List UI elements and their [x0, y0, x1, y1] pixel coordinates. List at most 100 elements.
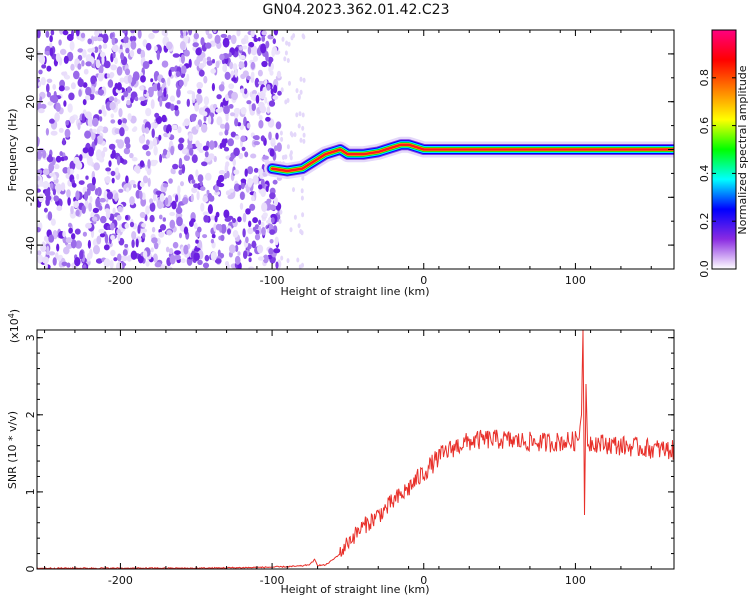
- noise-speckle: [113, 97, 118, 103]
- noise-speckle: [108, 73, 114, 79]
- noise-speckle: [62, 30, 69, 36]
- noise-speckle: [223, 105, 230, 115]
- noise-speckle: [165, 127, 170, 134]
- noise-speckle: [248, 266, 255, 269]
- noise-speckle: [204, 254, 210, 262]
- noise-speckle: [218, 170, 225, 175]
- noise-speckle: [242, 228, 246, 238]
- noise-speckle: [161, 60, 169, 68]
- noise-speckle: [149, 214, 155, 223]
- x-tick-label: 100: [565, 574, 586, 587]
- noise-speckle: [232, 218, 236, 223]
- noise-speckle: [114, 193, 119, 202]
- noise-speckle: [246, 75, 251, 80]
- noise-speckle: [77, 78, 84, 87]
- noise-speckle: [194, 59, 201, 67]
- noise-speckle: [73, 70, 80, 80]
- noise-speckle: [122, 249, 128, 256]
- noise-speckle: [141, 123, 146, 134]
- noise-speckle: [126, 99, 131, 106]
- noise-speckle: [152, 137, 158, 147]
- noise-speckle: [246, 100, 252, 105]
- noise-speckle: [262, 212, 268, 218]
- noise-speckle: [95, 59, 101, 69]
- x-tick-label: 0: [420, 274, 427, 287]
- noise-speckle: [286, 58, 290, 63]
- noise-speckle: [299, 76, 303, 82]
- noise-speckle: [111, 177, 115, 184]
- noise-speckle: [69, 160, 76, 171]
- noise-speckle: [226, 263, 230, 269]
- noise-speckle: [59, 151, 63, 157]
- noise-speckle: [100, 215, 107, 224]
- noise-speckle: [111, 149, 116, 159]
- noise-speckle: [86, 183, 94, 190]
- noise-speckle: [289, 227, 293, 233]
- snr-series-line: [37, 330, 674, 569]
- noise-speckle: [299, 229, 303, 234]
- noise-speckle: [102, 126, 109, 134]
- noise-speckle: [295, 112, 299, 118]
- noise-speckle: [298, 264, 302, 269]
- noise-speckle: [183, 154, 190, 161]
- noise-speckle: [275, 261, 279, 269]
- noise-speckle: [244, 151, 249, 158]
- noise-speckle: [271, 48, 276, 57]
- noise-speckle: [205, 30, 210, 36]
- noise-speckle: [286, 144, 290, 150]
- noise-speckle: [251, 240, 257, 249]
- noise-speckle: [176, 100, 181, 105]
- noise-speckle: [169, 211, 176, 217]
- noise-speckle: [64, 128, 71, 138]
- noise-speckle: [251, 103, 256, 111]
- noise-speckle: [47, 101, 54, 106]
- noise-speckle: [180, 258, 186, 264]
- noise-speckle: [293, 214, 297, 220]
- noise-speckle: [71, 182, 77, 188]
- noise-speckle: [238, 55, 246, 60]
- noise-speckle: [82, 231, 87, 237]
- colorbar-tick-label: 0.8: [698, 69, 711, 87]
- noise-speckle: [85, 61, 92, 67]
- noise-speckle: [151, 128, 155, 138]
- noise-speckle: [216, 116, 223, 126]
- noise-speckle: [70, 239, 77, 249]
- noise-speckle: [153, 122, 158, 129]
- noise-speckle: [202, 211, 209, 216]
- noise-speckle: [260, 135, 266, 142]
- noise-speckle: [67, 197, 71, 206]
- noise-speckle: [200, 186, 206, 191]
- noise-speckle: [177, 126, 182, 134]
- noise-speckle: [224, 122, 230, 132]
- noise-speckle: [296, 257, 300, 263]
- noise-speckle: [159, 153, 163, 163]
- noise-speckle: [161, 30, 167, 36]
- noise-speckle: [109, 101, 116, 111]
- noise-speckle: [52, 257, 57, 266]
- noise-speckle: [137, 30, 142, 39]
- noise-speckle: [94, 30, 100, 37]
- noise-speckle: [221, 138, 227, 148]
- noise-speckle: [272, 95, 279, 100]
- noise-speckle: [161, 114, 167, 123]
- noise-speckle: [196, 81, 203, 89]
- noise-speckle: [302, 34, 306, 40]
- noise-speckle: [239, 202, 244, 210]
- noise-speckle: [172, 53, 180, 58]
- noise-speckle: [46, 83, 50, 93]
- noise-speckle: [49, 47, 54, 57]
- noise-speckle: [159, 97, 163, 107]
- noise-speckle: [181, 164, 186, 174]
- x-tick-label: 100: [565, 274, 586, 287]
- noise-speckle: [253, 167, 259, 173]
- noise-speckle: [99, 116, 103, 122]
- noise-speckle: [230, 131, 237, 138]
- noise-speckle: [301, 175, 305, 181]
- noise-speckle: [266, 219, 273, 224]
- noise-speckle: [250, 30, 255, 38]
- noise-speckle: [150, 78, 154, 83]
- noise-speckle: [182, 197, 189, 205]
- noise-speckle: [186, 73, 190, 82]
- noise-speckle: [268, 131, 272, 141]
- noise-speckle: [114, 128, 121, 135]
